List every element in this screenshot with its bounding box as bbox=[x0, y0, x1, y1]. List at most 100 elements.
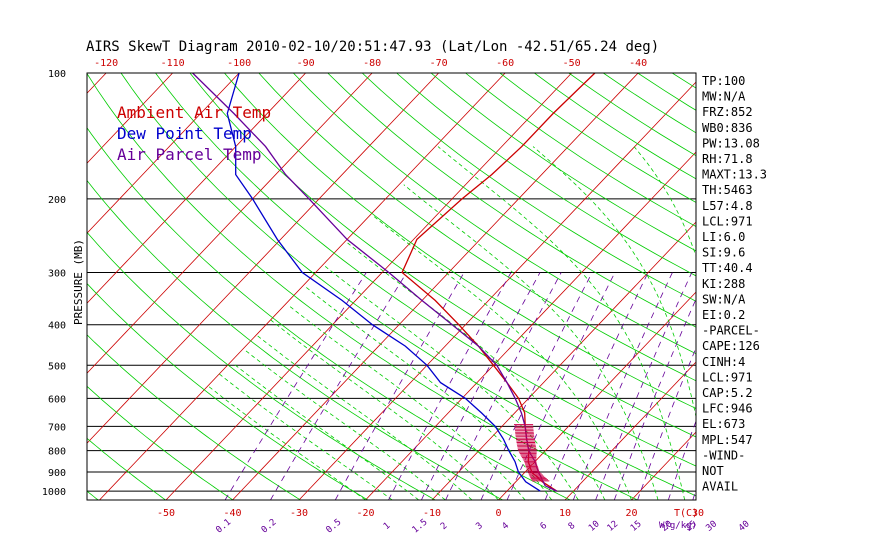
moist-adiabat-line bbox=[219, 373, 393, 500]
bottom-temp-tick-label: 20 bbox=[625, 508, 637, 519]
isotherm-line bbox=[365, 151, 696, 500]
dry-adiabat-line bbox=[87, 231, 436, 500]
bottom-temp-tick-label: -10 bbox=[423, 508, 441, 519]
isotherm-line bbox=[99, 73, 506, 500]
axis-labels: 1002003004005006007008009001000PRESSURE … bbox=[42, 58, 752, 536]
legend-entry: Ambient Air Temp bbox=[117, 103, 271, 122]
index-entry: KI:288 bbox=[702, 277, 745, 291]
dry-adiabat-line bbox=[327, 73, 696, 328]
index-entry: LCL:971 bbox=[702, 370, 753, 384]
moist-adiabat-line bbox=[373, 215, 632, 500]
dry-adiabat-line bbox=[87, 73, 638, 500]
mixing-ratio-line bbox=[613, 298, 696, 500]
isotherm-line bbox=[87, 73, 373, 374]
dry-adiabat-line bbox=[293, 73, 696, 355]
mixing-ratio-line bbox=[637, 346, 696, 500]
mixing-ratio-tick-label: 4 bbox=[501, 521, 512, 532]
index-entry: SW:N/A bbox=[702, 292, 746, 306]
mixing-ratio-line bbox=[445, 272, 562, 500]
mixing-ratio-line bbox=[544, 272, 649, 500]
top-temp-tick-label: -40 bbox=[629, 58, 647, 69]
pressure-tick-label: 500 bbox=[48, 361, 66, 372]
bottom-temp-tick-label: -50 bbox=[157, 508, 175, 519]
isotherm-line bbox=[765, 73, 870, 500]
pressure-tick-label: 900 bbox=[48, 468, 66, 479]
dry-adiabat-line bbox=[844, 73, 870, 500]
index-entry: WB0:836 bbox=[702, 121, 753, 135]
top-temp-tick-label: -110 bbox=[161, 58, 185, 69]
index-entry: PW:13.08 bbox=[702, 136, 760, 150]
top-temp-tick-label: -50 bbox=[563, 58, 581, 69]
bottom-temp-tick-label: 30 bbox=[692, 508, 704, 519]
mixing-ratio-line bbox=[421, 272, 541, 500]
mixing-ratio-line bbox=[480, 272, 593, 500]
isotherm-line bbox=[87, 73, 173, 164]
top-temp-tick-label: -90 bbox=[297, 58, 315, 69]
dry-adiabat-line bbox=[87, 334, 301, 500]
moist-adiabat-line bbox=[232, 363, 419, 500]
pressure-tick-label: 800 bbox=[48, 447, 66, 458]
top-temp-tick-label: -60 bbox=[496, 58, 514, 69]
index-entry: EL:673 bbox=[702, 417, 745, 431]
dry-adiabat-line bbox=[87, 282, 369, 500]
series-layer bbox=[192, 73, 596, 492]
index-entry: -WIND- bbox=[702, 448, 745, 462]
grid-layer bbox=[0, 73, 870, 501]
dry-adiabat-line bbox=[120, 73, 696, 497]
top-temp-tick-label: -70 bbox=[430, 58, 448, 69]
index-entry: MW:N/A bbox=[702, 90, 746, 104]
legend-entry: Air Parcel Temp bbox=[117, 145, 262, 164]
legend-entry: Dew Point Temp bbox=[117, 124, 252, 143]
index-entry: LI:6.0 bbox=[702, 230, 745, 244]
bottom-temp-tick-label: 10 bbox=[559, 508, 571, 519]
isotherm-line bbox=[298, 81, 696, 500]
moist-adiabat-line bbox=[270, 319, 499, 500]
index-entry: AVAIL bbox=[702, 480, 738, 494]
mixing-ratio-tick-label: 0.1 bbox=[214, 517, 233, 535]
dry-adiabat-line bbox=[810, 73, 870, 500]
plot-frame bbox=[86, 72, 697, 501]
dry-adiabat-line bbox=[396, 73, 696, 277]
bottom-temp-tick-label: -30 bbox=[290, 508, 308, 519]
mixing-ratio-tick-label: 8 bbox=[567, 521, 578, 532]
mixing-ratio-line bbox=[667, 420, 696, 500]
dry-adiabat-line bbox=[87, 437, 166, 500]
isotherm-line bbox=[431, 221, 696, 500]
dry-adiabat-line bbox=[189, 73, 696, 438]
isotherm-line bbox=[232, 73, 639, 500]
index-entry: CAPE:126 bbox=[702, 339, 760, 353]
moist-adiabat-line bbox=[437, 146, 686, 500]
mixing-ratio-tick-label: 12 bbox=[606, 519, 621, 534]
index-entry: LFC:946 bbox=[702, 402, 753, 416]
dry-adiabat-line bbox=[0, 73, 31, 500]
top-temp-tick-label: -100 bbox=[227, 58, 251, 69]
dry-adiabat-line bbox=[155, 73, 696, 467]
index-entry: RH:71.8 bbox=[702, 152, 753, 166]
index-entry: TP:100 bbox=[702, 74, 745, 88]
pressure-tick-label: 200 bbox=[48, 195, 66, 206]
isotherm-line bbox=[831, 73, 870, 500]
isotherm-line bbox=[87, 73, 240, 234]
mixing-ratio-tick-label: 0.2 bbox=[260, 517, 279, 535]
mixing-ratio-line bbox=[746, 273, 821, 501]
index-entry: TH:5463 bbox=[702, 183, 753, 197]
bottom-temp-tick-label: 0 bbox=[495, 508, 501, 519]
dry-adiabat-line bbox=[776, 73, 870, 500]
mixing-ratio-tick-label: 1.5 bbox=[411, 517, 430, 535]
mixing-ratio-line bbox=[270, 272, 408, 500]
mixing-ratio-line bbox=[224, 272, 367, 500]
index-entry: SI:9.6 bbox=[702, 246, 745, 260]
x-axis-label: T(C) bbox=[674, 508, 698, 519]
moist-adiabat-line bbox=[305, 286, 553, 500]
isotherm-line bbox=[498, 291, 696, 500]
mixing-ratio-tick-label: 40 bbox=[737, 519, 752, 534]
bottom-temp-tick-label: -40 bbox=[223, 508, 241, 519]
moist-adiabat-line bbox=[324, 265, 579, 500]
mixing-ratio-tick-label: 10 bbox=[587, 519, 602, 534]
moist-adiabat-line bbox=[244, 349, 446, 500]
chart-title: AIRS SkewT Diagram 2010-02-10/20:51:47.9… bbox=[86, 39, 659, 55]
mixing-ratio-line bbox=[572, 272, 673, 500]
isotherm-line bbox=[165, 73, 572, 500]
dry-adiabat-line bbox=[87, 385, 234, 500]
